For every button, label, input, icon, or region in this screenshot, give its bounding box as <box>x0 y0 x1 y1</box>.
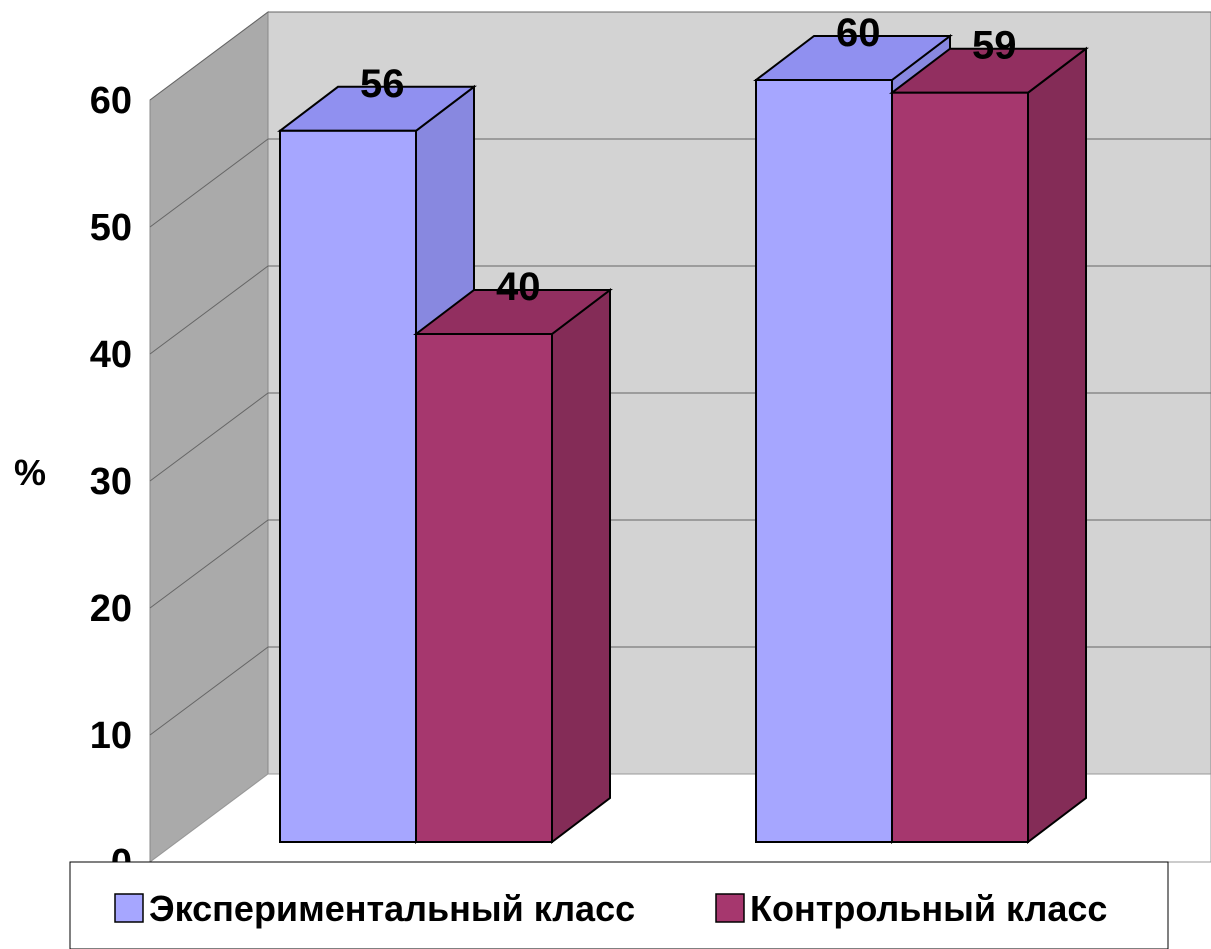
y-tick-label: 20 <box>90 588 132 630</box>
bar-front <box>415 333 553 843</box>
bar <box>413 287 613 845</box>
gridline-side <box>149 265 269 355</box>
gridline-side <box>149 646 269 736</box>
data-label: 59 <box>972 24 1017 68</box>
legend: Экспериментальный класс Контрольный класс <box>69 861 1169 949</box>
y-tick-label: 40 <box>90 334 132 376</box>
y-tick-label: 50 <box>90 207 132 249</box>
bar-front <box>755 79 893 843</box>
gridline-side <box>149 11 269 101</box>
bar <box>277 84 477 845</box>
y-tick-label: 30 <box>90 461 132 503</box>
y-axis-title: % <box>14 452 46 493</box>
data-labels: 56 40 60 59 <box>360 11 1017 309</box>
y-tick-label: 60 <box>90 80 132 122</box>
bars <box>277 33 1089 845</box>
y-axis-ticks: 0102030405060 <box>90 80 132 884</box>
bar-side <box>551 287 611 845</box>
data-label: 40 <box>496 265 541 309</box>
legend-swatch <box>715 893 745 923</box>
bar-side <box>1027 46 1087 845</box>
legend-box <box>69 861 1169 949</box>
gridline-side <box>149 138 269 228</box>
bar-front <box>279 129 417 844</box>
bar <box>889 46 1089 845</box>
y-tick-label: 10 <box>90 715 132 757</box>
legend-swatch <box>114 893 144 923</box>
data-label: 56 <box>360 62 405 106</box>
gridline-side <box>149 392 269 482</box>
legend-label: Контрольный класс <box>750 888 1107 929</box>
legend-label: Экспериментальный класс <box>149 888 635 929</box>
bar-front <box>891 91 1029 843</box>
gridline-side <box>149 519 269 609</box>
data-label: 60 <box>836 11 881 55</box>
